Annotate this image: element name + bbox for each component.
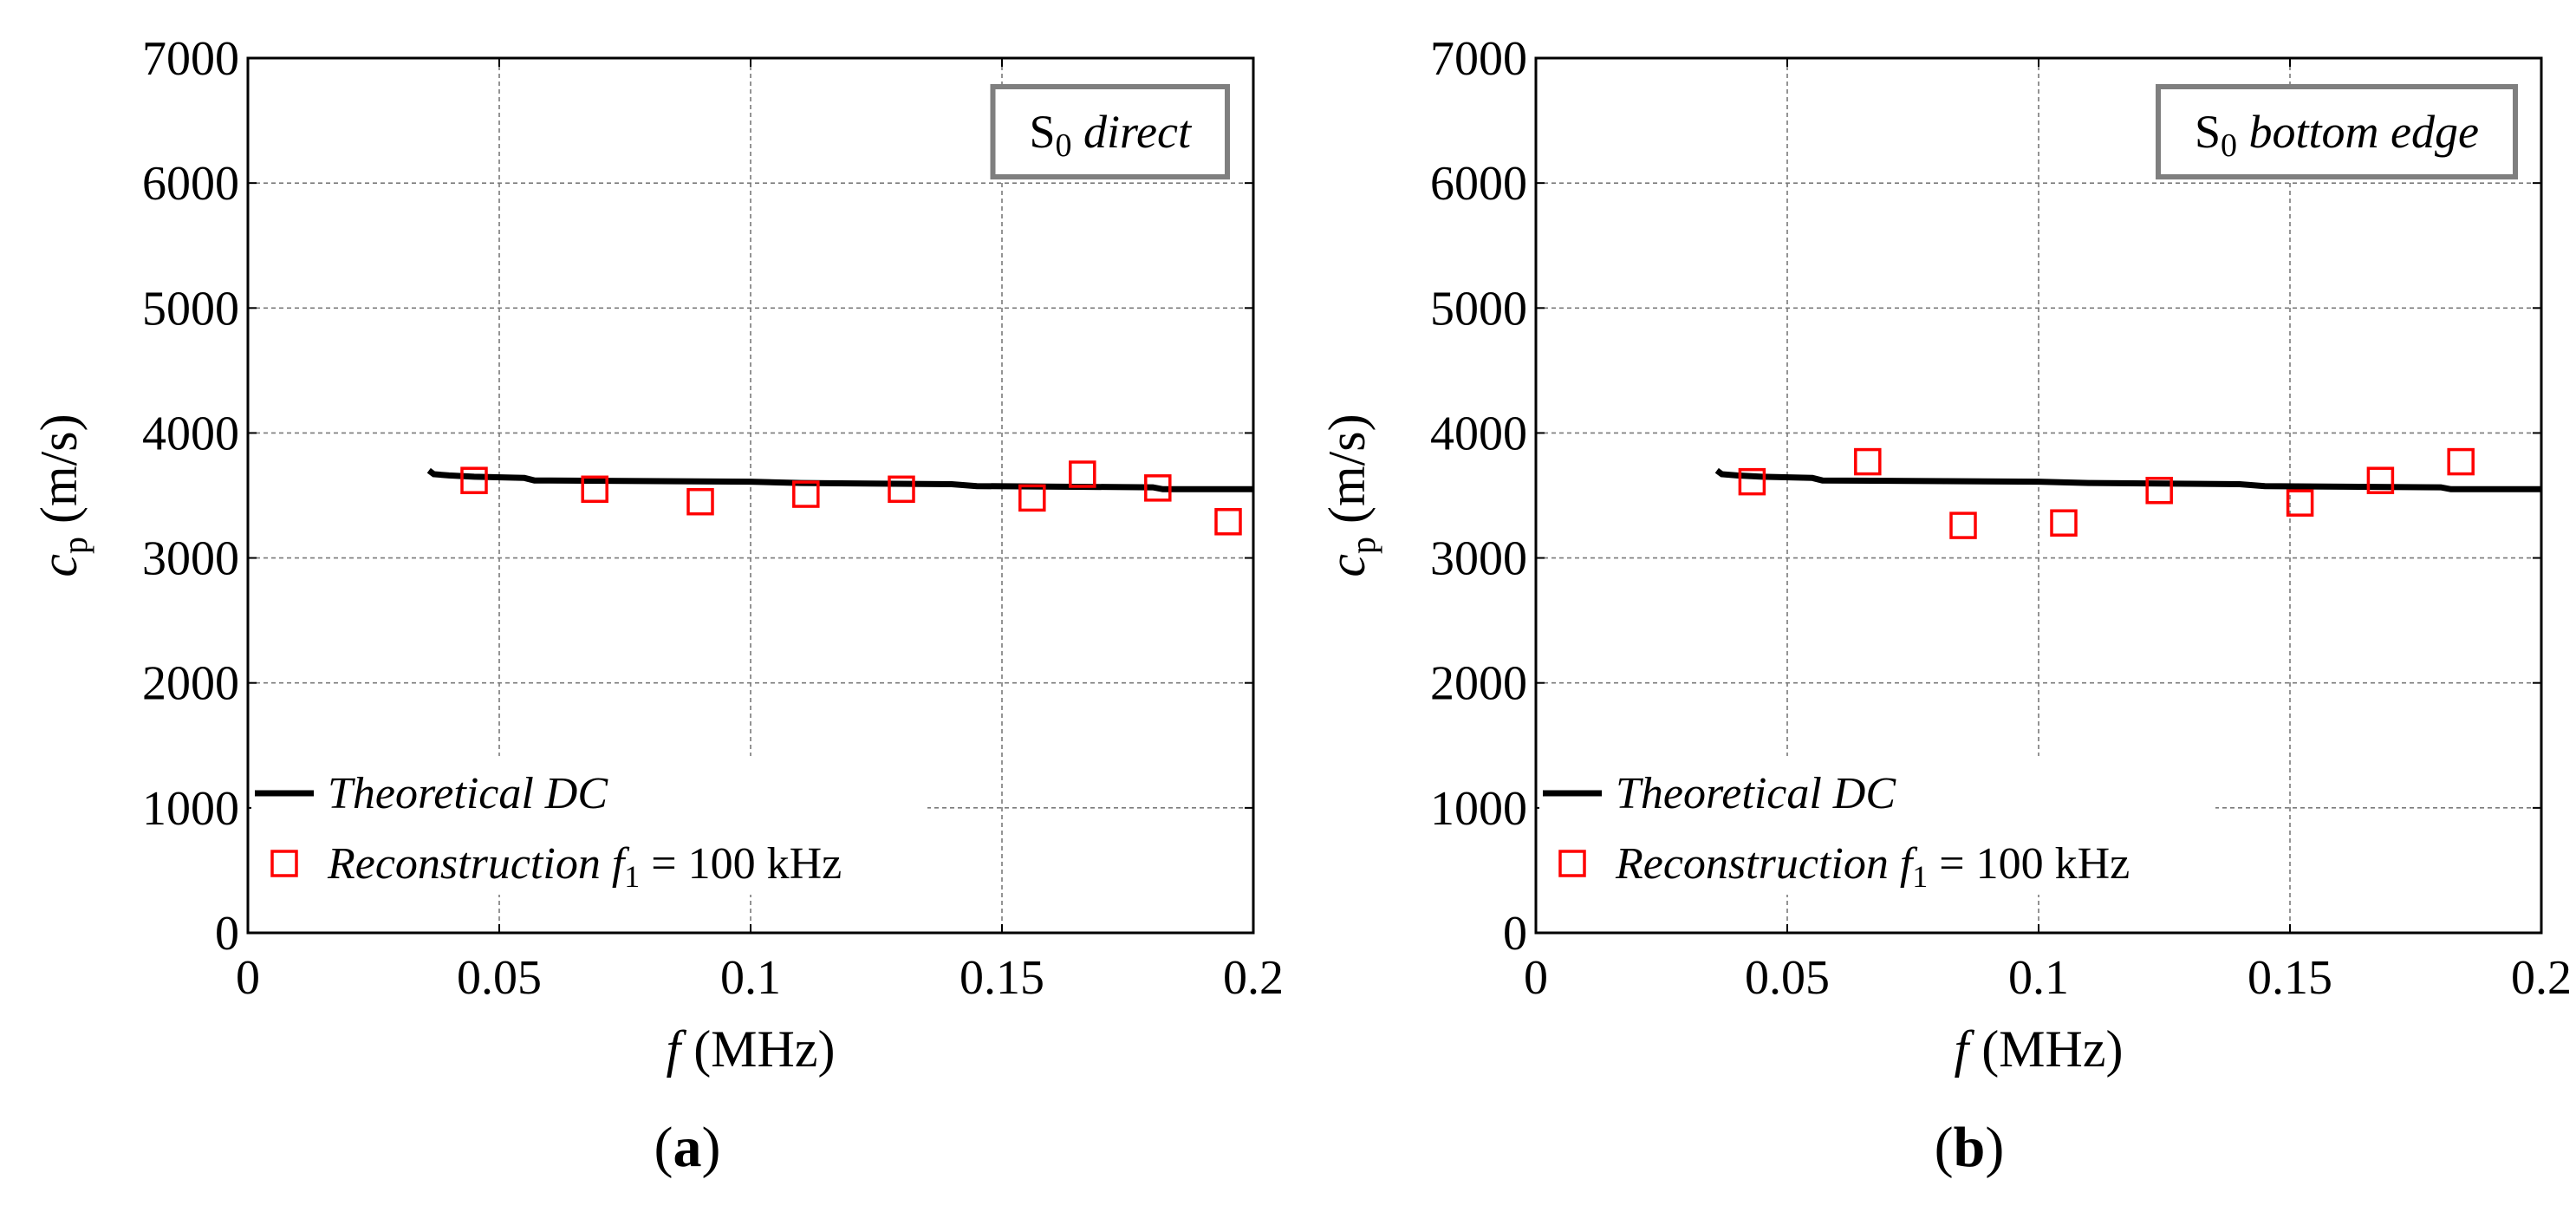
panel-caption: (b) xyxy=(1935,1116,2005,1179)
data-point-square xyxy=(460,466,488,494)
caption-letter: a xyxy=(673,1116,702,1179)
legend-label-theoretical: Theoretical DC xyxy=(328,769,608,818)
legend-freq: = 100 kHz xyxy=(1928,839,2130,889)
data-point-square xyxy=(581,475,608,504)
y-tick-label: 3000 xyxy=(1430,532,1527,586)
chart-panel-b: 0 1000 2000 3000 4000 5000 6000 7000 0 0.05 0.1 0.1… xyxy=(1288,0,2576,1212)
annotation-text: S0 direct xyxy=(1030,106,1193,164)
annotation-mode: S xyxy=(1030,106,1056,158)
x-axis-unit: (MHz) xyxy=(1968,1020,2123,1078)
legend-reconstruction-word: Reconstruction xyxy=(327,839,612,889)
x-tick-label: 0.1 xyxy=(720,951,781,1005)
panel-caption: (a) xyxy=(654,1116,721,1179)
x-axis-label: f (MHz) xyxy=(1955,1020,2124,1078)
caption-letter: b xyxy=(1954,1116,1986,1179)
legend-reconstruction-word: Reconstruction xyxy=(1615,839,1900,889)
y-axis-label: cp (m/s) xyxy=(1318,414,1382,577)
x-tick-label: 0.2 xyxy=(2511,951,2572,1005)
y-tick-label: 5000 xyxy=(142,282,239,336)
x-tick-label: 0.2 xyxy=(1223,951,1284,1005)
chart-panel-a: 0 1000 2000 3000 4000 5000 6000 7000 0 0.05 0.1 0.1… xyxy=(30,32,1284,1179)
data-point-square xyxy=(1069,460,1096,488)
legend-label-reconstruction: Reconstruction f1 = 100 kHz xyxy=(1615,839,2130,894)
y-axis-subscript: p xyxy=(1343,537,1382,554)
x-tick-label: 0.05 xyxy=(1745,951,1830,1005)
y-axis-unit: (m/s) xyxy=(1318,414,1376,537)
data-point-square xyxy=(686,487,714,516)
legend-marker-swatch xyxy=(1558,850,1586,877)
legend-f-subscript: 1 xyxy=(624,859,640,894)
legend-label-theoretical: Theoretical DC xyxy=(1616,769,1896,818)
plot-frame xyxy=(246,56,1255,935)
data-point-square xyxy=(1144,474,1172,502)
y-axis-label: cp (m/s) xyxy=(30,414,94,577)
y-tick-label: 2000 xyxy=(142,657,239,711)
y-tick-label: 7000 xyxy=(142,32,239,86)
legend: Theoretical DC Reconstruction f1 = 100 kH… xyxy=(1539,756,2215,895)
series-scatter-reconstruction xyxy=(1738,447,2475,539)
legend-marker-swatch xyxy=(270,850,298,877)
x-tick-label: 0.1 xyxy=(2008,951,2069,1005)
y-tick-label: 1000 xyxy=(142,782,239,836)
legend-label-reconstruction: Reconstruction f1 = 100 kHz xyxy=(327,839,842,894)
legend-f-subscript: 1 xyxy=(1912,859,1928,894)
chart-svg-a: 0 1000 2000 3000 4000 5000 6000 7000 0 0.05 0.1 0.1… xyxy=(30,32,1284,1179)
legend-freq: = 100 kHz xyxy=(640,839,842,889)
legend-background xyxy=(251,756,927,895)
y-axis-var: c xyxy=(30,554,88,577)
mode-annotation: S0 direct xyxy=(990,84,1230,179)
annotation-subscript: 0 xyxy=(2221,127,2237,164)
data-point-square xyxy=(1018,484,1046,512)
annotation-label: bottom edge xyxy=(2237,106,2479,158)
series-line-theoretical-dc xyxy=(426,467,1253,492)
data-point-square xyxy=(1214,508,1242,536)
legend-background xyxy=(1539,756,2215,895)
x-tick-label: 0.15 xyxy=(2247,951,2332,1005)
y-tick-label: 1000 xyxy=(1430,782,1527,836)
data-point-square xyxy=(792,480,820,508)
series-scatter-reconstruction xyxy=(460,460,1242,536)
data-point-square xyxy=(1949,512,1977,539)
x-axis-unit: (MHz) xyxy=(680,1020,835,1078)
data-point-square xyxy=(2286,489,2314,517)
y-tick-label: 7000 xyxy=(1430,32,1527,86)
data-point-square xyxy=(2447,447,2475,476)
annotation-mode: S xyxy=(2195,106,2221,158)
legend: Theoretical DC Reconstruction f1 = 100 kH… xyxy=(251,756,927,895)
annotation-text: S0 bottom edge xyxy=(2195,106,2479,164)
y-tick-label: 6000 xyxy=(1430,157,1527,211)
x-axis-label: f (MHz) xyxy=(667,1020,836,1078)
y-tick-label: 0 xyxy=(1503,907,1527,961)
series-line-theoretical-dc xyxy=(1714,467,2541,492)
y-tick-label: 3000 xyxy=(142,532,239,586)
data-point-square xyxy=(2366,466,2395,494)
data-point-square xyxy=(2145,476,2173,505)
y-tick-label: 4000 xyxy=(1430,407,1527,460)
plot-frame xyxy=(1534,56,2543,935)
y-tick-label: 5000 xyxy=(1430,282,1527,336)
x-tick-label: 0.15 xyxy=(959,951,1044,1005)
y-tick-label: 6000 xyxy=(142,157,239,211)
y-tick-label: 2000 xyxy=(1430,657,1527,711)
chart-svg-b: 0 1000 2000 3000 4000 5000 6000 7000 0 0.05 0.1 0.1… xyxy=(1318,32,2572,1179)
y-axis-subscript: p xyxy=(55,537,94,554)
annotation-label: direct xyxy=(1072,106,1193,158)
x-tick-label: 0 xyxy=(236,951,260,1005)
x-tick-label: 0.05 xyxy=(457,951,542,1005)
data-point-square xyxy=(1738,467,1766,496)
data-point-square xyxy=(1854,447,1882,476)
y-axis-unit: (m/s) xyxy=(30,414,88,537)
mode-annotation: S0 bottom edge xyxy=(2156,84,2518,179)
annotation-box xyxy=(2156,84,2518,179)
annotation-subscript: 0 xyxy=(1056,127,1072,164)
annotation-box xyxy=(990,84,1230,179)
data-point-square xyxy=(2050,509,2078,537)
y-axis-var: c xyxy=(1318,554,1376,577)
y-tick-label: 0 xyxy=(215,907,239,961)
data-point-square xyxy=(888,475,915,504)
y-tick-label: 4000 xyxy=(142,407,239,460)
x-tick-label: 0 xyxy=(1524,951,1548,1005)
